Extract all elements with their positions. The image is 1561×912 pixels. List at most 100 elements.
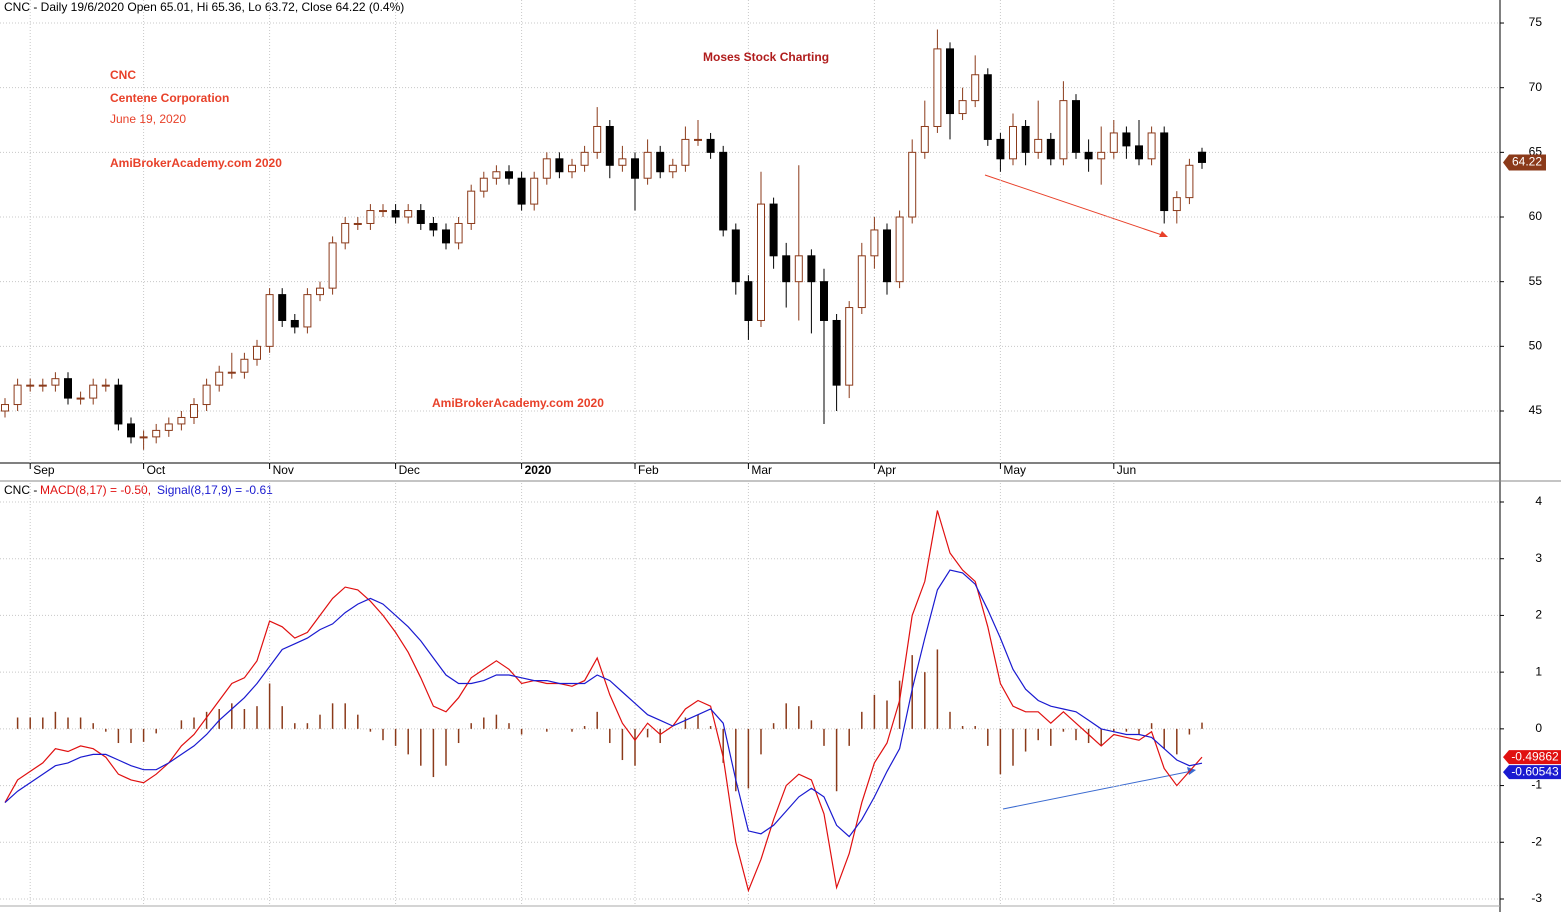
legend-entry: MACD(8,17) = -0.50, [40,483,151,497]
x-tick-label: Mar [751,463,772,477]
candle-body [820,281,828,321]
candle-body [127,423,135,438]
candle-body [1198,151,1206,163]
legend-entry: Signal(8,17,9) = -0.61 [157,483,273,497]
chart-title: CNC - Daily 19/6/2020 Open 65.01, Hi 65.… [4,0,404,14]
y-tick-label: 0 [1535,721,1542,735]
candle-body [101,384,110,387]
annotation: Moses Stock Charting [703,50,829,64]
y-tick-label: 60 [1529,209,1543,223]
candle-body [996,138,1005,160]
candle-body [832,319,841,386]
candle-body [908,151,917,218]
candle-body [1160,132,1169,212]
y-tick-label: 50 [1529,339,1543,353]
candle-body [694,138,702,141]
candle-body [265,294,274,347]
x-tick-label: Nov [273,463,294,477]
candle-body [442,229,450,244]
candle-body [202,384,211,406]
candle-body [164,423,173,431]
candle-body [26,384,35,387]
macd-line [4,510,1203,893]
candle-body [1122,132,1131,147]
candle-body [152,429,161,438]
candle-body [13,384,22,406]
annotation: AmiBrokerAcademy.com 2020 [432,396,604,410]
candle-body [429,222,438,231]
y-tick-label: 55 [1529,274,1543,288]
y-tick-label: 70 [1529,80,1543,94]
x-tick-label: Apr [877,463,896,477]
candle-body [542,158,551,179]
candle-body [731,229,740,283]
last-value-box [1503,154,1546,171]
arrow-head [1187,767,1196,775]
candle-body [227,371,236,374]
annotation: AmiBrokerAcademy.com 2020 [110,156,282,170]
candle-body [64,378,72,399]
x-tick-label: Dec [399,463,420,477]
candle-body [303,294,312,328]
candle-body [366,210,375,224]
y-tick-label: 75 [1529,15,1543,29]
x-tick-label: Jun [1117,463,1136,477]
trend-arrow [984,174,1166,237]
candle-body [983,74,992,140]
candle-body [769,203,778,257]
annotation: CNC [110,68,136,82]
candle-body [492,171,501,179]
candle-body [316,287,324,296]
x-tick-label: Sep [33,463,55,477]
candle-body [467,190,476,224]
candle-body [38,384,47,387]
candle-body [920,125,929,153]
candle-body [479,177,488,192]
candle-body [278,294,287,321]
candle-body [1147,132,1156,160]
candle-body [391,210,400,218]
candle-body [1084,151,1093,160]
candle-body [51,378,60,386]
candle-body [114,384,123,425]
candle-body [177,416,186,425]
candle-body [1185,164,1194,199]
candle-body [240,358,249,373]
candle-body [870,229,879,257]
annotation: Centene Corporation [110,91,229,105]
x-tick-label: May [1003,463,1026,477]
candle-body [971,74,980,102]
y-tick-label: -2 [1531,834,1542,848]
candle-body [530,177,539,205]
candle-body [1172,197,1181,212]
x-tick-label: Oct [147,463,166,477]
y-tick-label: -1 [1531,778,1542,792]
y-tick-label: -3 [1531,891,1542,905]
y-tick-label: 4 [1535,494,1542,508]
candle-body [517,177,526,205]
candle-body [605,125,614,166]
candle-body [593,125,602,153]
candle-body [782,255,791,283]
macd-title: CNC - MACD(8,17) = -0.50, Signal(8,17,9) … [4,483,273,497]
candle-body [215,371,224,386]
candle-body [1072,100,1080,153]
candle-body [328,242,337,289]
candle-body [643,151,652,179]
candle-body [681,138,690,166]
candle-body [895,216,904,283]
candle-body [618,158,627,166]
x-tick-label: Feb [638,463,659,477]
candle-body [1009,125,1017,160]
candle-body [1135,145,1143,160]
candle-body [958,100,967,115]
macd-line [4,569,1203,838]
candle-body [1109,132,1118,153]
arrow-head [1159,231,1168,237]
last-value-box [1503,750,1561,765]
candle-body [379,210,387,213]
candle-body [933,48,942,127]
y-tick-label: 2 [1535,608,1542,622]
candle-body [404,210,413,218]
